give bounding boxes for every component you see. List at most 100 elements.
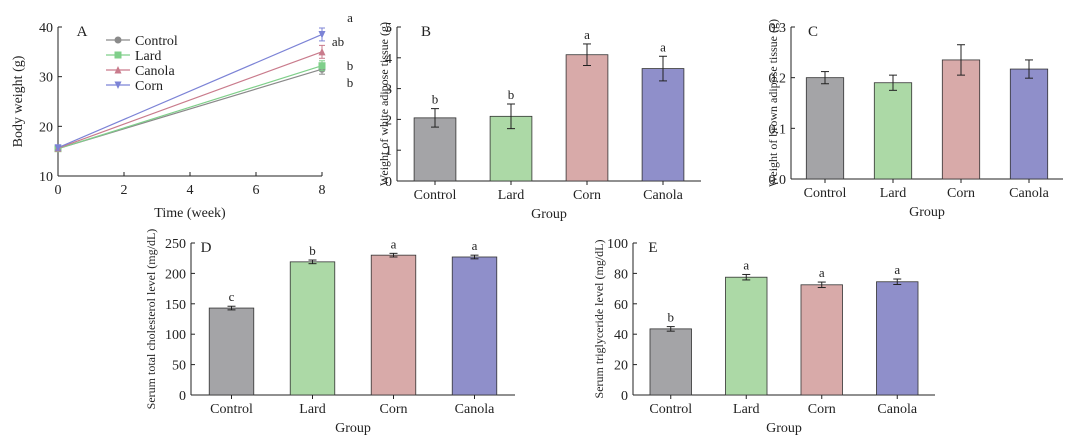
y-tick-label: 0.1 [769, 122, 787, 137]
chart-panel-d: D 0 50 100 150 200 250 Serum total cholesterol … [144, 229, 515, 436]
bar-corn [941, 44, 981, 180]
x-axis-label: Time (week) [154, 206, 226, 221]
data-point [54, 144, 62, 152]
y-axis-label: Body weight (g) [11, 55, 26, 147]
x-tick-label: Canola [643, 188, 683, 203]
x-tick-label: Lard [299, 402, 325, 417]
bar-lard: a [725, 257, 768, 396]
significance-label: b [309, 243, 316, 258]
x-tick-label: Control [649, 402, 692, 417]
bar [1009, 68, 1049, 180]
bar-canola: a [451, 238, 498, 396]
y-tick-label: 40 [39, 21, 53, 36]
y-tick-label: 200 [165, 267, 186, 282]
bar [805, 77, 845, 180]
y-tick-label: 2 [385, 113, 392, 128]
series-line [57, 51, 323, 149]
significance-label: c [229, 289, 235, 304]
legend-marker [114, 36, 122, 44]
bar-corn: a [370, 236, 417, 396]
x-axis-label: Group [909, 205, 945, 220]
bar-control: b [413, 92, 457, 182]
x-axis-label: Group [335, 421, 371, 436]
panel-label: C [808, 24, 818, 40]
y-tick-label: 0 [385, 175, 392, 190]
significance-label: a [819, 265, 825, 280]
significance-label: b [432, 92, 439, 107]
legend-label: Control [135, 34, 178, 49]
series-corn: Corn [54, 27, 326, 152]
x-tick-label: Canola [1009, 186, 1049, 201]
bar [873, 82, 913, 180]
bar-canola [1009, 59, 1049, 180]
y-tick-label: 250 [165, 237, 186, 252]
x-axis-label: Group [531, 207, 567, 222]
panel-label: A [77, 24, 88, 40]
x-tick-label: Canola [877, 402, 917, 417]
x-tick-label: Corn [808, 402, 836, 417]
y-tick-label: 60 [614, 298, 628, 313]
bar-corn: a [800, 265, 843, 396]
x-tick-label: Control [804, 186, 847, 201]
y-tick-label: 20 [39, 120, 53, 135]
significance-label: a [894, 262, 900, 277]
y-tick-label: 1 [385, 144, 392, 159]
x-tick-label: 4 [187, 183, 194, 198]
y-tick-label: 5 [385, 21, 392, 36]
bar [289, 261, 336, 396]
y-axis-label: Weight of white adipose tissue (g) [377, 22, 391, 186]
significance-label: a [584, 27, 590, 42]
bar-lard [873, 74, 913, 180]
y-tick-label: 4 [385, 52, 392, 67]
bar [725, 276, 768, 396]
x-tick-label: Control [210, 402, 253, 417]
y-tick-label: 0.2 [769, 72, 787, 87]
series-lard: Lard [54, 49, 326, 153]
bar-control: c [208, 289, 255, 396]
x-tick-label: Control [414, 188, 457, 203]
bar [641, 68, 685, 182]
bar-corn: a [565, 27, 609, 182]
bar-canola: a [876, 262, 919, 396]
legend-label: Corn [135, 79, 163, 94]
y-tick-label: 150 [165, 298, 186, 313]
x-tick-label: Lard [498, 188, 524, 203]
x-tick-label: Corn [573, 188, 601, 203]
legend-marker [114, 66, 122, 74]
significance-label: a [472, 238, 478, 253]
bar [208, 307, 255, 396]
y-tick-label: 0 [179, 389, 186, 404]
significance-label: a [743, 257, 749, 272]
legend-marker [114, 51, 122, 59]
significance-label: b [508, 87, 515, 102]
significance-label: b [668, 310, 675, 325]
y-tick-label: 0.0 [769, 173, 787, 188]
x-tick-label: Lard [733, 402, 759, 417]
legend-marker [114, 81, 122, 89]
significance-label: ab [332, 34, 344, 49]
bar [876, 281, 919, 396]
x-tick-label: 2 [121, 183, 128, 198]
y-tick-label: 0 [621, 389, 628, 404]
data-point [318, 62, 326, 70]
x-tick-label: Lard [880, 186, 906, 201]
legend-label: Canola [135, 64, 175, 79]
bar-lard: b [489, 87, 533, 182]
significance-label: a [347, 10, 353, 25]
significance-label: a [660, 39, 666, 54]
series-line [57, 33, 323, 149]
x-tick-label: Canola [455, 402, 495, 417]
bar [370, 254, 417, 396]
y-tick-label: 10 [39, 170, 53, 185]
chart-panel-a: A 10 20 30 40 Body weight (g) 0 2 4 6 8 Time (week)… [11, 10, 353, 221]
bar [565, 54, 609, 182]
series-canola: Canola [54, 44, 326, 152]
x-tick-label: 6 [253, 183, 260, 198]
panel-label: D [201, 240, 212, 256]
y-axis-label: Weight of brown adipose tissue (g) [766, 19, 780, 187]
data-point [318, 47, 326, 56]
x-axis-label: Group [766, 421, 802, 436]
